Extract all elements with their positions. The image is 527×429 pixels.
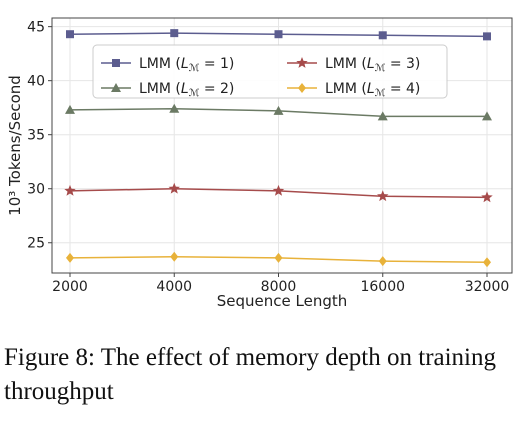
data-point <box>274 252 283 263</box>
x-tick-label: 4000 <box>156 279 192 295</box>
data-point <box>170 29 179 38</box>
data-point <box>274 30 283 39</box>
legend-marker <box>296 57 308 68</box>
legend-box <box>92 44 448 99</box>
legend-item: LMM (Lℳ = 1) <box>101 56 234 74</box>
data-point <box>377 111 388 121</box>
legend-label: LMM (Lℳ = 1) <box>139 56 234 74</box>
data-point <box>377 190 389 202</box>
series-layer <box>64 29 493 268</box>
data-point <box>169 103 180 113</box>
legend-marker <box>112 59 120 67</box>
data-point <box>170 251 179 262</box>
y-axis-label: 10³ Tokens/Second <box>6 75 24 216</box>
legend-label: LMM (Lℳ = 2) <box>139 81 234 99</box>
legend-label: LMM (Lℳ = 4) <box>325 81 420 99</box>
data-point <box>66 252 74 263</box>
data-point <box>481 191 493 203</box>
series-2 <box>65 103 492 121</box>
data-point <box>483 257 491 268</box>
series-4 <box>66 251 491 268</box>
legend-label: LMM (Lℳ = 3) <box>325 56 420 74</box>
legend-item: LMM (Lℳ = 3) <box>287 56 420 74</box>
series-1 <box>66 29 491 41</box>
data-point <box>64 184 76 196</box>
x-axis-label: Sequence Length <box>217 292 348 310</box>
x-tick-label: 16000 <box>360 279 405 295</box>
data-point <box>483 32 491 41</box>
y-tick-label: 45 <box>27 20 45 36</box>
x-tick-label: 2000 <box>52 279 88 295</box>
y-tick-label: 40 <box>27 74 45 90</box>
data-point <box>273 105 284 115</box>
data-point <box>168 182 180 194</box>
x-tick-label: 32000 <box>465 279 510 295</box>
series-3 <box>64 182 493 203</box>
legend-marker <box>111 83 121 92</box>
legend-item: LMM (Lℳ = 4) <box>287 81 420 99</box>
plot-frame <box>51 17 513 274</box>
data-point <box>482 111 492 121</box>
data-point <box>66 30 74 39</box>
legend-item: LMM (Lℳ = 2) <box>101 81 234 99</box>
y-tick-label: 30 <box>27 182 45 198</box>
line-chart: 2000 4000 8000 16000 32000 25 30 35 40 45 LMM (Lℳ… <box>6 17 513 310</box>
data-point <box>378 256 387 267</box>
data-point <box>65 104 75 114</box>
data-point <box>378 31 387 40</box>
axis-ticks: 2000 4000 8000 16000 32000 25 30 35 40 45 <box>27 20 509 295</box>
data-point <box>272 184 285 196</box>
y-tick-label: 35 <box>27 128 45 144</box>
legend: LMM (Lℳ = 1) LMM (Lℳ = 2) LMM (Lℳ = 3) LMM … <box>92 44 448 99</box>
legend-marker <box>298 83 306 93</box>
y-tick-label: 25 <box>27 236 45 252</box>
figure-caption: Figure 8: The effect of memory depth on … <box>4 344 497 405</box>
x-tick-label: 8000 <box>261 279 297 295</box>
